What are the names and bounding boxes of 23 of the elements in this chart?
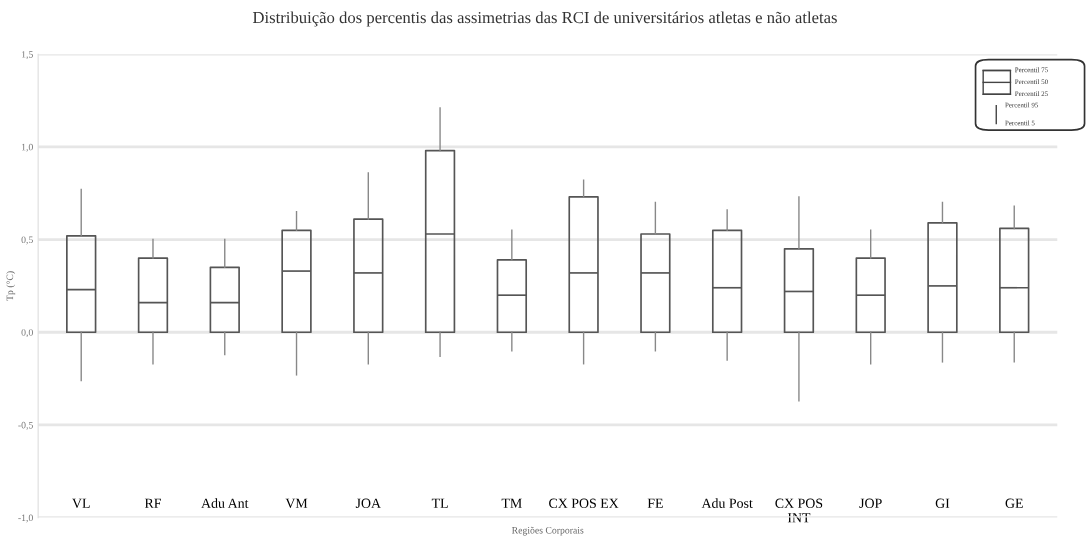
- x-tick-label: FE: [647, 498, 663, 508]
- y-axis-title: Tp (°C): [6, 271, 16, 301]
- y-tick-label: -0,5: [18, 421, 33, 430]
- y-tick-label: 1,0: [21, 143, 33, 152]
- y-tick-label: 0,0: [21, 329, 33, 338]
- x-tick-label: CX POS EX: [549, 498, 619, 508]
- x-tick-label: VM: [285, 498, 308, 509]
- x-tick-label: GE: [1005, 498, 1023, 508]
- x-tick-label: GI: [935, 498, 950, 508]
- x-tick-label: TM: [501, 498, 522, 508]
- y-tick-label: 1,5: [21, 51, 33, 60]
- x-tick-label: Adu Post: [701, 498, 753, 508]
- x-tick-label: VL: [72, 498, 90, 509]
- x-tick-label: JOA: [355, 498, 381, 508]
- x-tick-label: RF: [144, 498, 161, 508]
- x-tick-label: Adu Ant: [201, 498, 249, 508]
- y-tick-label: 0,5: [21, 236, 33, 245]
- x-tick-label: TL: [431, 498, 448, 508]
- chart-title: Distribuição dos percentis das assimetrias das RCI de universitários atletas e não atletas: [252, 11, 837, 27]
- x-tick-label: JOP: [859, 498, 882, 508]
- x-tick-label: CX POS INT: [775, 498, 823, 523]
- y-tick-label: -1,0: [18, 514, 33, 523]
- x-axis-title: Regiões Corporais: [511, 526, 584, 536]
